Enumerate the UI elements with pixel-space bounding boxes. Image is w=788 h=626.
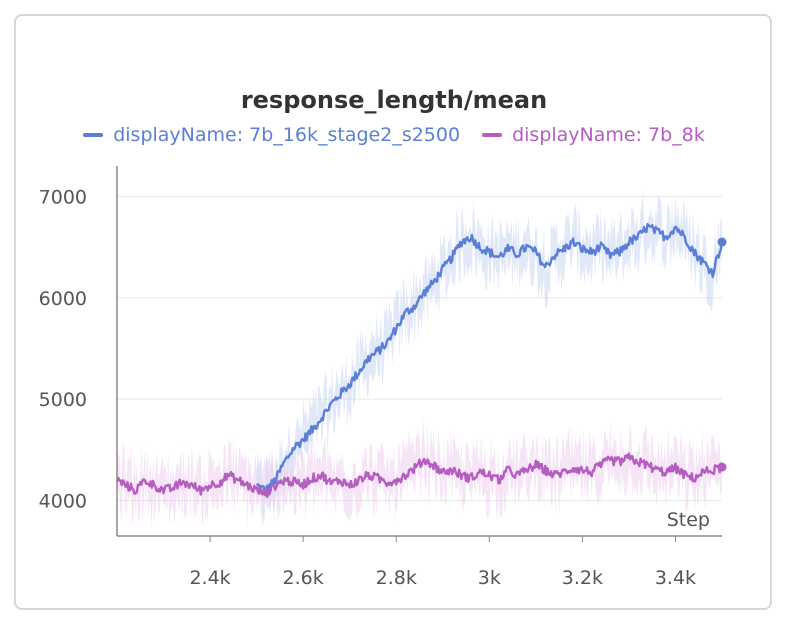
legend-item-series-1[interactable]: displayName: 7b_16k_stage2_s2500 (83, 124, 460, 146)
chart-title: response_length/mean (240, 86, 548, 114)
series-2-line (115, 452, 724, 498)
x-tick-label: 2.8k (376, 567, 417, 589)
y-tick-label: 7000 (39, 186, 87, 208)
legend-swatch-series-1 (83, 133, 104, 137)
series-lines (115, 223, 727, 498)
series-2-endpoint (717, 462, 727, 472)
x-tick-label: 3.4k (655, 567, 696, 589)
series-1-endpoint (717, 237, 727, 247)
legend-item-series-2[interactable]: displayName: 7b_8k (482, 124, 705, 146)
x-tick-label: 3.2k (562, 567, 603, 589)
y-tick-label: 4000 (39, 491, 87, 513)
chart-panel (14, 14, 772, 610)
chart-legend[interactable]: displayName: 7b_16k_stage2_s2500 display… (0, 124, 788, 146)
x-tick-label: 2.6k (283, 567, 324, 589)
x-axis-label: Step (667, 509, 710, 531)
x-tick-label: 3k (478, 567, 501, 589)
y-tick-label: 6000 (39, 288, 87, 310)
x-tick-label: 2.4k (189, 567, 230, 589)
series-1-line (255, 223, 724, 495)
legend-swatch-series-2 (482, 133, 503, 137)
y-tick-label: 5000 (39, 389, 87, 411)
axes: 4000 5000 6000 7000 2.4k 2.6k 2.8k 3k 3.2k 3.4k (39, 166, 722, 589)
legend-label-series-2: displayName: 7b_8k (512, 124, 705, 146)
series-2-band (117, 418, 722, 529)
legend-label-series-1: displayName: 7b_16k_stage2_s2500 (113, 124, 461, 146)
